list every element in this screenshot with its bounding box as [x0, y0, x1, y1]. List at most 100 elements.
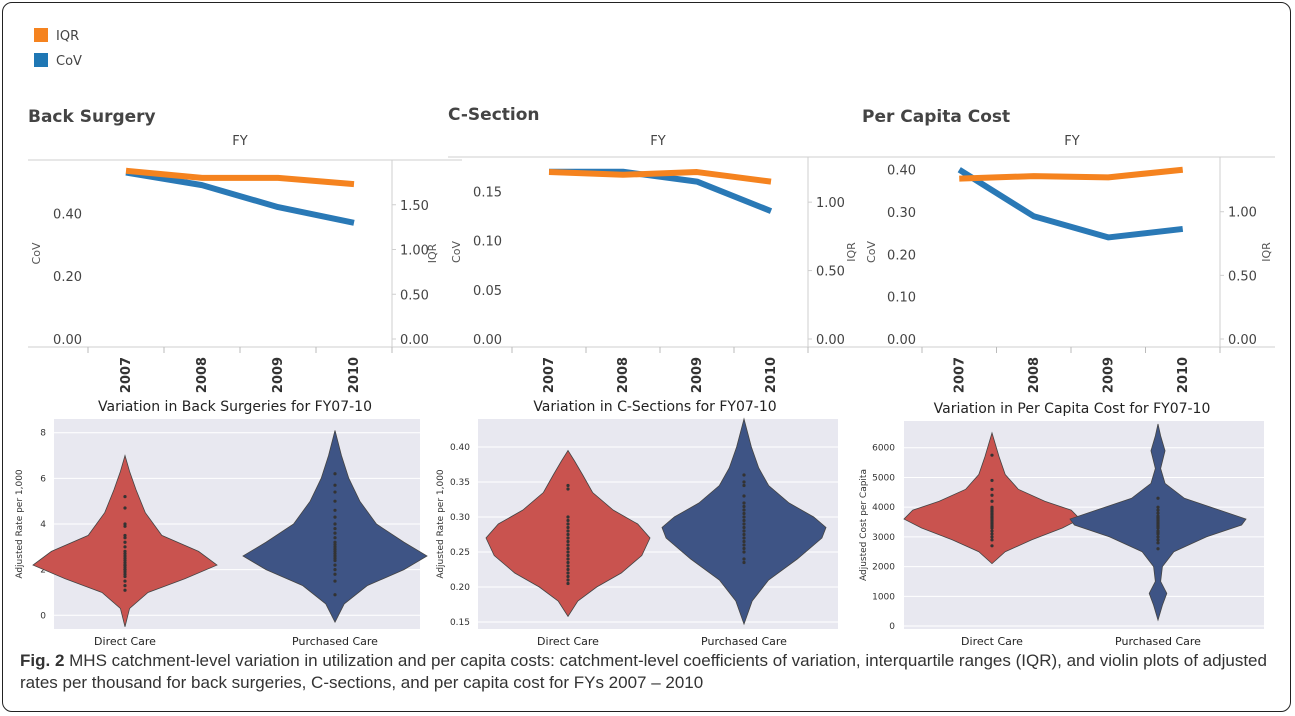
violin-chart-2: Variation in C-Sections for FY07-10 0.15 0…	[436, 399, 838, 648]
x-tick-label: 2008	[616, 357, 631, 393]
chart-title: Per Capita Cost	[862, 107, 1010, 127]
y-tick-label: 0.05	[473, 284, 502, 299]
data-point	[990, 529, 994, 533]
series-line-iqr	[125, 167, 355, 188]
fy-header: FY	[650, 134, 665, 149]
y2-tick-label: 1.00	[400, 244, 429, 259]
data-point	[333, 515, 337, 519]
data-point	[742, 504, 746, 509]
data-point	[333, 472, 337, 476]
y-tick-label: 0.25	[450, 548, 470, 558]
data-point	[990, 493, 994, 497]
violin-title: Variation in Back Surgeries for FY07-10	[98, 399, 372, 415]
data-point	[742, 522, 746, 526]
charts-area: Back Surgery FY 0.00 0.20 0.40 0.00 0.50 1.00 1.…	[15, 105, 1275, 648]
category-label: Direct Care	[961, 635, 1023, 648]
y-tick-label: 4	[40, 520, 46, 530]
data-point	[990, 453, 994, 457]
caption-text: MHS catchment-level variation in utiliza…	[20, 651, 1267, 692]
data-point	[1156, 514, 1160, 518]
y-axis-label: Adjusted Rate per 1,000	[15, 469, 25, 579]
data-point	[742, 560, 746, 565]
data-point	[123, 545, 127, 549]
data-point	[123, 558, 127, 563]
data-point	[123, 495, 127, 499]
data-point	[333, 593, 337, 597]
data-point	[566, 487, 570, 491]
data-point	[123, 552, 127, 556]
legend-label-cov: CoV	[56, 54, 82, 69]
y-tick-label: 0.35	[450, 478, 470, 488]
data-point	[333, 547, 337, 551]
series-line-cov	[957, 167, 1184, 241]
legend: IQR CoV	[34, 28, 82, 69]
y-tick-label: 6	[40, 474, 46, 484]
data-point	[333, 556, 337, 560]
y-axis-label: CoV	[30, 242, 43, 264]
data-point	[742, 532, 746, 537]
data-point	[990, 478, 994, 483]
y-axis-label: CoV	[865, 241, 878, 263]
x-tick-label: 2007	[119, 357, 134, 393]
legend-swatch-cov	[34, 53, 48, 67]
category-label: Purchased Care	[1115, 635, 1201, 648]
data-point	[566, 525, 570, 530]
data-point	[566, 529, 570, 533]
category-label: Purchased Care	[292, 635, 378, 648]
data-point	[566, 532, 570, 537]
x-tick-label: 2010	[764, 357, 779, 393]
data-point	[990, 487, 994, 491]
data-point	[123, 565, 127, 569]
data-point	[742, 473, 746, 477]
x-tick-label: 2009	[690, 357, 705, 393]
data-point	[333, 572, 337, 576]
y-tick-label: 0.10	[887, 291, 916, 306]
data-point	[123, 524, 127, 528]
x-tick-label: 2008	[195, 357, 210, 393]
data-point	[123, 533, 127, 538]
data-point	[742, 539, 746, 544]
data-point	[123, 588, 127, 592]
data-point	[333, 526, 337, 531]
series-line-iqr	[959, 166, 1184, 182]
data-point	[333, 490, 337, 494]
data-point	[990, 505, 994, 509]
data-point	[1156, 511, 1160, 515]
data-point	[123, 556, 127, 560]
y-tick-label: 0.00	[53, 333, 82, 348]
x-tick-label: 2009	[1101, 357, 1116, 393]
line-chart-back-surgery: Back Surgery FY 0.00 0.20 0.40 0.00 0.50 1.00 1.…	[28, 107, 462, 393]
data-point	[566, 515, 570, 519]
data-point	[333, 552, 337, 556]
y-tick-label: 8	[40, 429, 46, 439]
data-point	[566, 483, 570, 488]
data-point	[566, 578, 570, 582]
y-tick-label: 3000	[872, 533, 895, 543]
data-point	[123, 574, 127, 579]
data-point	[333, 558, 337, 563]
x-tick-label: 2010	[1176, 357, 1191, 393]
y-tick-label: 0.30	[450, 513, 470, 523]
violin-chart-3: Variation in Per Capita Cost for FY07-10…	[859, 401, 1264, 648]
legend-label-iqr: IQR	[56, 29, 79, 44]
data-point	[123, 579, 127, 583]
x-tick-label: 2007	[542, 357, 557, 393]
y-tick-label: 0.40	[53, 207, 82, 222]
data-point	[566, 557, 570, 561]
data-point	[1156, 496, 1160, 500]
data-point	[566, 571, 570, 575]
data-point	[990, 499, 994, 503]
data-point	[1156, 541, 1160, 545]
data-point	[742, 557, 746, 561]
data-point	[1156, 538, 1160, 542]
data-point	[333, 568, 337, 572]
y-tick-label: 2000	[872, 563, 895, 573]
data-point	[742, 518, 746, 523]
y-tick-label: 0.00	[473, 333, 502, 348]
y-axis-label: Adjusted Cost per Capita	[859, 469, 869, 581]
data-point	[333, 579, 337, 583]
y-tick-label: 0.20	[53, 270, 82, 285]
chart-title: Back Surgery	[28, 107, 156, 127]
violin-purchased-care	[242, 430, 428, 624]
data-point	[990, 532, 994, 536]
